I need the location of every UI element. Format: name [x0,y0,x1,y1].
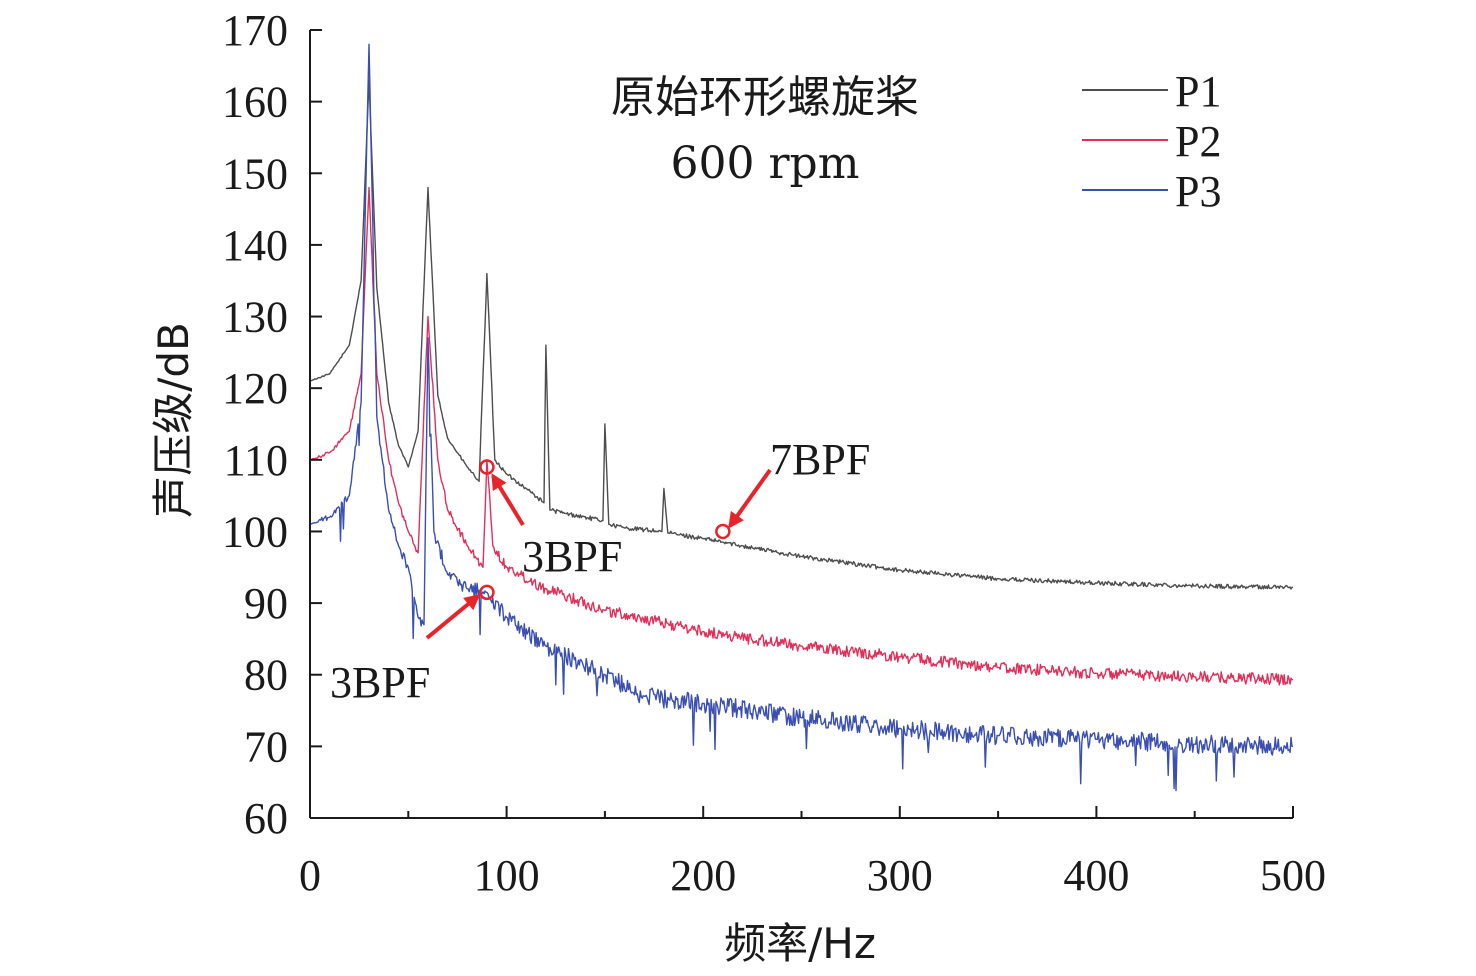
annotation-label: 3BPF [330,658,430,707]
x-tick-label: 200 [670,851,736,900]
y-tick-label: 90 [244,579,288,628]
annotation-marker [715,523,731,540]
y-tick-label: 170 [222,6,288,55]
series-line-p2 [309,186,1293,686]
axes-layer: 0 100 200 300 400 500 60 70 80 90 100 110 120 130 140 1… [222,6,1326,900]
series-layer [309,43,1294,792]
y-tick-label: 160 [222,78,288,127]
x-tick-label: 300 [867,851,933,900]
annotation-label: 3BPF [522,532,622,581]
y-tick-label: 100 [222,507,288,556]
legend-label-p3: P3 [1175,167,1221,216]
y-tick-label: 80 [244,651,288,700]
legend-label-p1: P1 [1175,67,1221,116]
legend: P1 P2 P3 [1082,67,1221,216]
annotation-label: 7BPF [770,435,870,484]
y-tick-label: 150 [222,149,288,198]
x-tick-label: 100 [474,851,540,900]
annotation-marker [479,459,495,475]
chart-subtitle: 600 rpm [671,138,860,189]
annotation-layer: 7BPF 3BPF 3BPF [330,435,870,707]
y-tick-label: 70 [244,722,288,771]
annotation-arrow [491,473,525,527]
x-tick-label: 400 [1063,851,1129,900]
series-line-p1 [309,79,1293,590]
series-line-p3 [309,43,1294,792]
x-axis-title: 频率/Hz [724,919,876,968]
chart-title: 原始环形螺旋桨 [611,72,919,123]
annotation-marker [479,584,495,601]
y-tick-label: 110 [224,436,288,485]
x-tick-label: 0 [299,851,321,900]
y-tick-label: 140 [222,221,288,270]
x-tick-label: 500 [1260,851,1326,900]
y-tick-label: 60 [244,794,288,843]
legend-label-p2: P2 [1175,117,1221,166]
annotation-arrow [728,468,772,529]
y-tick-label: 120 [222,364,288,413]
y-tick-label: 130 [222,293,288,342]
annotation-arrow [425,593,481,640]
y-axis-title: 声压级/dB [149,322,198,518]
